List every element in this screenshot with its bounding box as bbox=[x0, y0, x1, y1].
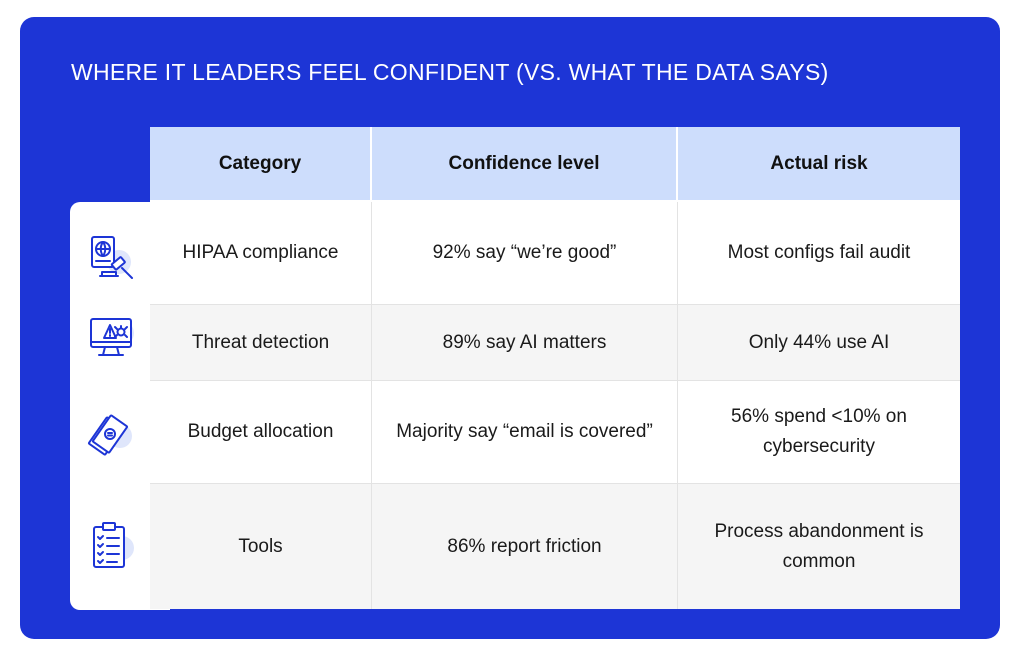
row-1-confidence: 92% say “we’re good” bbox=[372, 202, 678, 305]
legal-document-gavel-icon bbox=[86, 232, 138, 284]
row-2-confidence: 89% say AI matters bbox=[372, 305, 678, 381]
infographic-card: WHERE IT LEADERS FEEL CONFIDENT (VS. WHA… bbox=[20, 17, 1000, 639]
row-3-category: Budget allocation bbox=[150, 381, 372, 484]
row-2-category: Threat detection bbox=[150, 305, 372, 381]
clipboard-checklist-icon bbox=[86, 520, 138, 572]
page-title: WHERE IT LEADERS FEEL CONFIDENT (VS. WHA… bbox=[71, 59, 829, 85]
row-3-risk: 56% spend <10% on cybersecurity bbox=[678, 381, 960, 484]
row-4-risk: Process abandonment is common bbox=[678, 484, 960, 609]
column-header-category: Category bbox=[150, 127, 372, 202]
column-header-confidence: Confidence level bbox=[372, 127, 678, 202]
row-1-category: HIPAA compliance bbox=[150, 202, 372, 305]
row-4-confidence: 86% report friction bbox=[372, 484, 678, 609]
row-2-risk: Only 44% use AI bbox=[678, 305, 960, 381]
money-banknotes-icon bbox=[86, 408, 138, 460]
column-header-risk: Actual risk bbox=[678, 127, 960, 202]
row-3-confidence: Majority say “email is covered” bbox=[372, 381, 678, 484]
row-4-category: Tools bbox=[150, 484, 372, 609]
monitor-alert-bug-icon bbox=[86, 313, 138, 365]
comparison-table: Category Confidence level Actual risk HI… bbox=[150, 127, 960, 609]
row-1-risk: Most configs fail audit bbox=[678, 202, 960, 305]
